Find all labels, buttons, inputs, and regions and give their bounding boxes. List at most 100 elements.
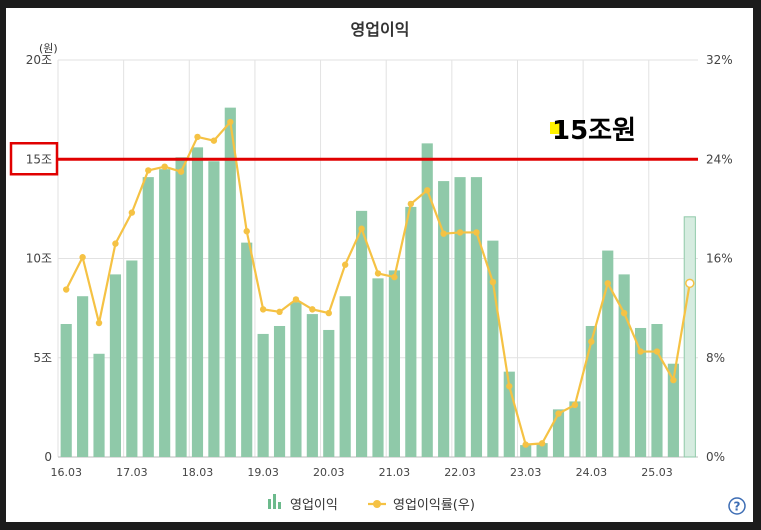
bar [634, 327, 647, 457]
line-point [506, 383, 513, 390]
x-tick-label: 21.03 [379, 466, 411, 479]
line-point [259, 306, 267, 313]
line-point [571, 401, 579, 409]
line-point [555, 410, 562, 417]
line-point [637, 348, 644, 355]
bar [339, 296, 351, 457]
bar [585, 325, 597, 457]
line-point [309, 306, 316, 313]
line-point [604, 280, 611, 287]
line-point [358, 225, 365, 232]
bar [487, 240, 499, 457]
y-left-tick-label: 15조 [26, 152, 52, 166]
x-tick-label: 17.03 [116, 466, 148, 479]
reference-line-group: 15조원 [9, 116, 698, 176]
line-point [243, 228, 250, 235]
bar [552, 409, 565, 457]
bar [109, 274, 122, 457]
line-point [670, 376, 677, 384]
bar [306, 314, 318, 457]
line-point [161, 163, 168, 170]
bar [93, 353, 105, 457]
bar [520, 445, 532, 457]
bar [191, 147, 204, 457]
annotation-text: 15조원 [552, 116, 636, 146]
y-right-tick-label: 32% [706, 53, 733, 67]
line-point [177, 168, 185, 175]
x-tick-label: 19.03 [247, 466, 279, 479]
bar [60, 324, 72, 457]
line-point [227, 118, 234, 126]
chart-title: 영업이익 [351, 20, 410, 39]
line-point [194, 133, 201, 141]
bar [683, 216, 696, 458]
y-left-tick-label: 10조 [26, 252, 52, 266]
line-point [489, 278, 497, 286]
line-point [456, 229, 464, 236]
legend-bar-icon [278, 502, 281, 509]
line-point [95, 319, 103, 327]
line-point [473, 229, 480, 236]
line-point [276, 308, 283, 316]
y-left-tick-label: 20조 [26, 53, 52, 67]
bar-series [60, 107, 696, 458]
bar [208, 161, 220, 458]
line-point [522, 441, 529, 448]
line-point [292, 296, 300, 303]
line-point [374, 270, 382, 277]
line-point [685, 278, 695, 289]
line-point [620, 309, 628, 317]
bar [651, 324, 663, 457]
bar [142, 177, 154, 458]
line-point [653, 348, 661, 355]
annotation-highlighter [550, 122, 564, 134]
line-series [63, 118, 695, 448]
x-tick-label: 16.03 [50, 466, 82, 479]
bar [159, 169, 171, 458]
line-point [325, 309, 332, 317]
bar [273, 325, 286, 457]
bar [388, 270, 400, 457]
bar [536, 443, 548, 457]
line-point [440, 230, 447, 237]
bar [667, 363, 679, 457]
line-point [341, 261, 349, 268]
x-tick-label: 20.03 [313, 466, 345, 479]
line-point [407, 200, 415, 208]
bar [503, 371, 515, 457]
bar [618, 274, 630, 457]
legend-bar-icon [268, 499, 271, 509]
help-icon[interactable]: ? [728, 497, 746, 515]
chart-frame: 영업이익 (원) 15조원 0 5조 10조 15조 20조 0% 8% 16% 24% 32% 1… [6, 8, 753, 522]
y-right-tick-label: 8% [706, 351, 725, 365]
legend-line-icon [373, 500, 381, 508]
line-point [588, 338, 595, 345]
bar [602, 250, 614, 457]
y-left-tick-label: 5조 [33, 351, 52, 365]
bar [438, 181, 450, 457]
line-point [145, 167, 152, 174]
line-point [79, 254, 86, 261]
y-left-tick-label: 0 [44, 450, 52, 464]
line-point [210, 137, 218, 144]
bar [175, 157, 187, 457]
line-point [538, 440, 546, 447]
y-right-tick-label: 16% [706, 252, 733, 266]
bar [470, 177, 483, 458]
highlight-box-15 [9, 142, 59, 176]
bar [77, 296, 89, 457]
legend-bar-label: 영업이익 [290, 498, 338, 513]
bar [257, 333, 269, 457]
bar [290, 302, 302, 457]
bar [241, 242, 253, 457]
bar [126, 260, 138, 457]
bar [372, 278, 384, 457]
bar [356, 210, 368, 457]
bar [421, 143, 433, 457]
y-unit-label: (원) [39, 42, 58, 55]
x-tick-label: 24.03 [576, 466, 608, 479]
legend: 영업이익 영업이익률(우) [268, 494, 475, 513]
line-point [391, 273, 398, 281]
x-tick-label: 25.03 [641, 466, 673, 479]
bar [224, 107, 236, 457]
